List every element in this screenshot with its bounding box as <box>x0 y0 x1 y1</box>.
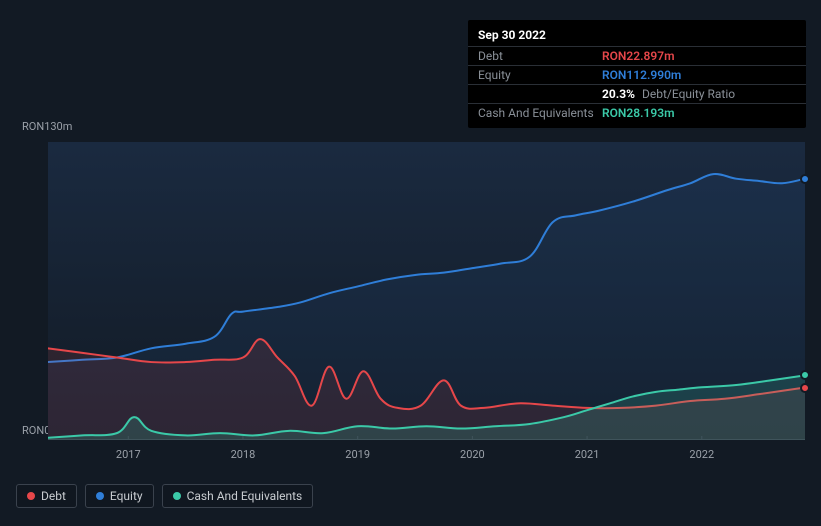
series-end-dot-cash <box>800 370 810 380</box>
tooltip-ratio-label: Debt/Equity Ratio <box>642 87 735 101</box>
legend-item-cash[interactable]: Cash And Equivalents <box>162 484 314 508</box>
legend-item-debt[interactable]: Debt <box>16 484 77 508</box>
x-tick-2021: 2021 <box>575 448 600 461</box>
x-tick-2018: 2018 <box>231 448 256 461</box>
legend-label-cash: Cash And Equivalents <box>187 489 303 503</box>
chart-svg <box>48 142 805 440</box>
x-tick-2020: 2020 <box>460 448 485 461</box>
legend-swatch-cash <box>173 492 181 500</box>
x-tick-2017: 2017 <box>116 448 141 461</box>
tooltip-row-equity: Equity RON112.990m <box>468 65 806 84</box>
series-end-dot-debt <box>800 383 810 393</box>
series-end-dot-equity <box>800 174 810 184</box>
chart-plot-area[interactable] <box>48 142 805 440</box>
x-tick-2022: 2022 <box>689 448 714 461</box>
legend-item-equity[interactable]: Equity <box>85 484 154 508</box>
tooltip-ratio-pct: 20.3% <box>602 87 635 101</box>
x-axis: 2017 2018 2019 2020 2021 2022 <box>48 446 805 466</box>
tooltip-row-ratio: 20.3% Debt/Equity Ratio <box>468 84 806 103</box>
hover-tooltip: Sep 30 2022 Debt RON22.897m Equity RON11… <box>468 20 806 128</box>
tooltip-value-cash: RON28.193m <box>602 106 675 120</box>
y-axis-label-min: RON0 <box>22 424 50 437</box>
tooltip-label-ratio-empty <box>478 87 602 101</box>
legend-label-debt: Debt <box>41 489 66 503</box>
chart-legend: Debt Equity Cash And Equivalents <box>16 484 313 508</box>
y-axis-label-max: RON130m <box>22 120 72 133</box>
legend-swatch-equity <box>96 492 104 500</box>
tooltip-row-debt: Debt RON22.897m <box>468 46 806 65</box>
x-tick-2019: 2019 <box>345 448 370 461</box>
tooltip-label-debt: Debt <box>478 49 602 63</box>
chart-container: RON130m RON0 2017 2018 2019 2020 2021 2022 <box>16 120 805 480</box>
tooltip-label-cash: Cash And Equivalents <box>478 106 602 120</box>
legend-swatch-debt <box>27 492 35 500</box>
tooltip-date: Sep 30 2022 <box>468 26 806 46</box>
tooltip-label-equity: Equity <box>478 68 602 82</box>
legend-label-equity: Equity <box>110 489 143 503</box>
tooltip-value-equity: RON112.990m <box>602 68 681 82</box>
tooltip-value-debt: RON22.897m <box>602 49 675 63</box>
tooltip-ratio-value: 20.3% Debt/Equity Ratio <box>602 87 735 101</box>
